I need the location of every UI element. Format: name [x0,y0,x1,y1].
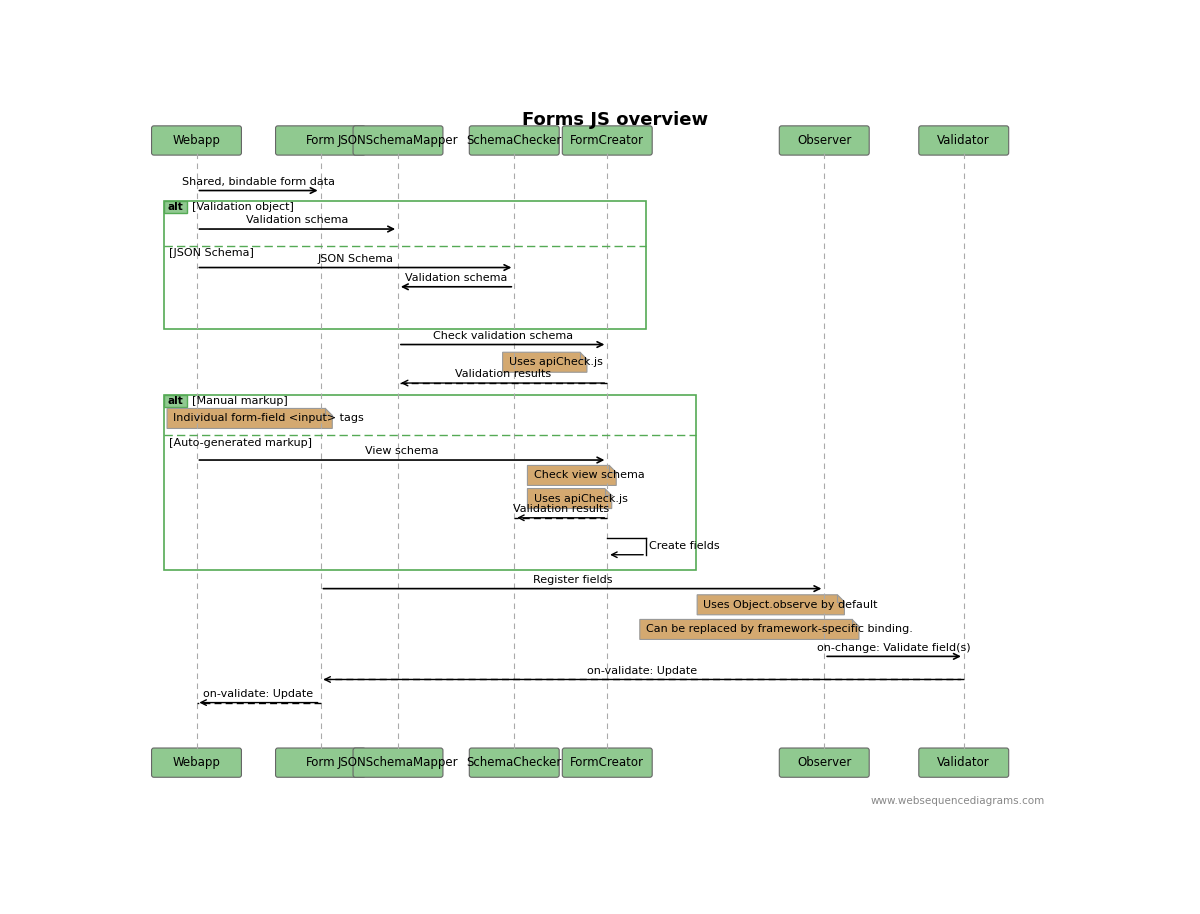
Text: JSONSchemaMapper: JSONSchemaMapper [337,756,458,770]
FancyBboxPatch shape [469,126,559,155]
Text: Form: Form [306,756,335,770]
Text: JSONSchemaMapper: JSONSchemaMapper [337,134,458,147]
Text: [JSON Schema]: [JSON Schema] [168,249,253,259]
FancyBboxPatch shape [276,126,366,155]
Text: Validation results: Validation results [455,369,551,379]
FancyBboxPatch shape [276,748,366,777]
Text: alt: alt [168,202,184,212]
Text: Check view schema: Check view schema [534,471,644,481]
Text: SchemaChecker: SchemaChecker [467,134,562,147]
FancyBboxPatch shape [353,126,443,155]
Text: SchemaChecker: SchemaChecker [467,756,562,770]
Text: on-change: Validate field(s): on-change: Validate field(s) [817,643,971,653]
Text: Validation results: Validation results [512,504,608,514]
FancyBboxPatch shape [919,126,1009,155]
Text: Form: Form [306,134,335,147]
Text: Validator: Validator [937,134,990,147]
Text: [Manual markup]: [Manual markup] [192,396,288,406]
Text: on-validate: Update: on-validate: Update [587,665,697,675]
Text: Check validation schema: Check validation schema [432,331,572,341]
Text: FormCreator: FormCreator [570,134,644,147]
FancyBboxPatch shape [151,748,241,777]
FancyBboxPatch shape [353,748,443,777]
Text: Validation schema: Validation schema [246,215,348,225]
Text: Validator: Validator [937,756,990,770]
Text: View schema: View schema [365,446,439,456]
FancyBboxPatch shape [164,200,187,213]
Text: [Auto-generated markup]: [Auto-generated markup] [168,438,312,448]
Text: Uses Object.observe by default: Uses Object.observe by default [703,600,878,610]
Text: Validation schema: Validation schema [404,273,508,283]
Text: Register fields: Register fields [533,575,612,585]
Text: Observer: Observer [797,756,852,770]
Text: Can be replaced by framework-specific binding.: Can be replaced by framework-specific bi… [646,624,913,634]
Polygon shape [640,620,859,640]
Text: Uses apiCheck.js: Uses apiCheck.js [534,494,628,504]
FancyBboxPatch shape [563,126,653,155]
Text: Shared, bindable form data: Shared, bindable form data [182,176,335,186]
Text: Webapp: Webapp [173,134,221,147]
Text: JSON Schema: JSON Schema [317,254,394,263]
Text: Create fields: Create fields [649,541,720,551]
Text: FormCreator: FormCreator [570,756,644,770]
Polygon shape [503,352,587,372]
Text: on-validate: Update: on-validate: Update [204,689,313,698]
Text: Forms JS overview: Forms JS overview [522,112,708,130]
Polygon shape [528,465,617,485]
Text: Observer: Observer [797,134,852,147]
FancyBboxPatch shape [164,395,187,407]
Polygon shape [528,488,612,508]
FancyBboxPatch shape [779,126,869,155]
Polygon shape [697,595,845,615]
FancyBboxPatch shape [919,748,1009,777]
FancyBboxPatch shape [151,126,241,155]
FancyBboxPatch shape [779,748,869,777]
Polygon shape [167,409,332,429]
FancyBboxPatch shape [469,748,559,777]
Text: Uses apiCheck.js: Uses apiCheck.js [509,357,602,367]
Text: Individual form-field <input> tags: Individual form-field <input> tags [173,413,364,423]
Text: www.websequencediagrams.com: www.websequencediagrams.com [871,796,1045,806]
Text: [Validation object]: [Validation object] [192,202,294,212]
FancyBboxPatch shape [563,748,653,777]
Text: alt: alt [168,396,184,406]
Text: Webapp: Webapp [173,756,221,770]
